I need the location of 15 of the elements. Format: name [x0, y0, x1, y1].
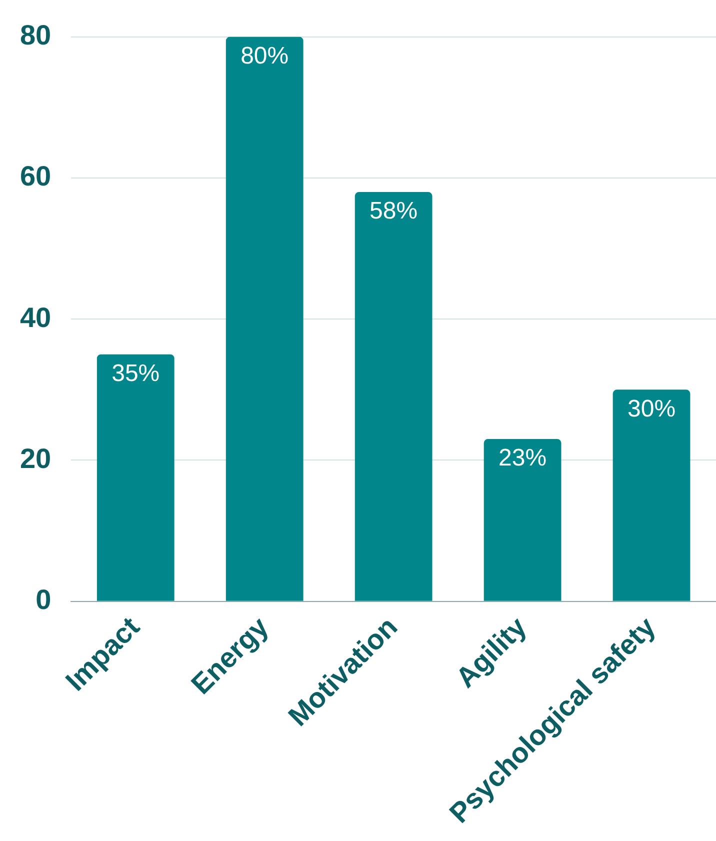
y-tick-label: 0: [36, 584, 52, 616]
data-label: 58%: [370, 198, 418, 225]
data-label: 30%: [627, 395, 676, 422]
data-label: 23%: [498, 444, 547, 472]
y-tick-label: 60: [20, 160, 52, 192]
bar: [226, 36, 304, 601]
bar: [612, 390, 690, 601]
y-tick-label: 80: [20, 20, 52, 51]
y-tick-label: 40: [20, 302, 52, 333]
data-label: 80%: [240, 42, 289, 70]
bar: [484, 439, 562, 601]
bar: [354, 192, 432, 601]
data-label: 35%: [112, 360, 160, 387]
y-tick-label: 20: [20, 442, 52, 474]
bar: [96, 354, 174, 601]
